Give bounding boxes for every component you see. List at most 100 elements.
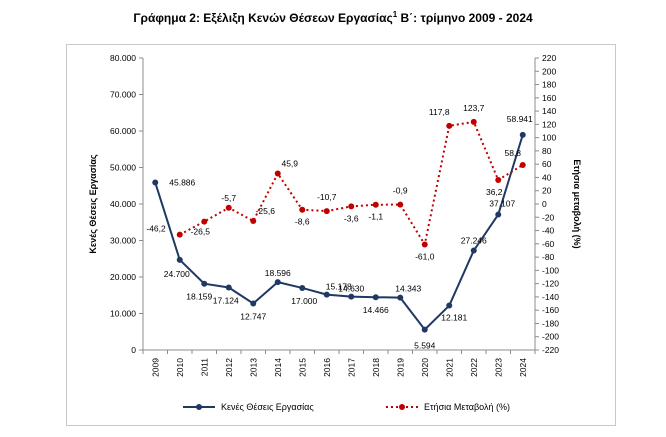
right-tick-label: -120 <box>542 279 559 289</box>
data-label-annual-change: -61,0 <box>415 251 435 261</box>
right-tick-label: 80 <box>542 146 552 156</box>
data-point-vacancies <box>299 284 306 291</box>
data-label-vacancies: 17.000 <box>291 296 317 306</box>
left-tick-label: 0 <box>131 345 136 355</box>
x-tick-label: 2015 <box>297 358 307 377</box>
right-tick-label: 60 <box>542 159 552 169</box>
data-point-annual-change <box>176 231 183 238</box>
right-tick-label: -40 <box>542 226 555 236</box>
data-label-vacancies: 18.596 <box>265 268 291 278</box>
x-tick-label: 2024 <box>518 358 528 377</box>
data-point-vacancies <box>323 291 330 298</box>
x-tick-label: 2016 <box>322 358 332 377</box>
data-point-annual-change <box>225 204 232 211</box>
left-tick-label: 10.000 <box>110 309 136 319</box>
right-tick-label: -220 <box>542 345 559 355</box>
x-tick-label: 2011 <box>199 358 209 377</box>
x-tick-label: 2018 <box>371 358 381 377</box>
data-point-annual-change <box>299 206 306 213</box>
right-tick-label: 140 <box>542 106 556 116</box>
data-point-vacancies <box>250 300 257 307</box>
right-tick-label: 180 <box>542 80 556 90</box>
data-point-annual-change <box>519 161 526 168</box>
chart-title-superscript: 1 <box>392 10 398 19</box>
right-tick-label: 40 <box>542 172 552 182</box>
data-point-vacancies <box>348 293 355 300</box>
chart-title-rest: Β΄: τρίμηνο 2009 - 2024 <box>397 11 533 25</box>
data-point-annual-change <box>323 208 330 215</box>
data-point-vacancies <box>372 294 379 301</box>
right-tick-label: -160 <box>542 305 559 315</box>
data-label-vacancies: 37.107 <box>489 199 515 209</box>
data-point-vacancies <box>495 211 502 218</box>
data-point-vacancies <box>519 131 526 138</box>
left-tick-label: 30.000 <box>110 236 136 246</box>
data-point-annual-change <box>421 241 428 248</box>
x-tick-label: 2009 <box>150 358 160 377</box>
data-point-vacancies <box>397 294 404 301</box>
data-label-annual-change: -25,6 <box>256 206 276 216</box>
x-tick-label: 2020 <box>420 358 430 377</box>
data-label-annual-change: -26,5 <box>191 227 211 237</box>
data-label-annual-change: -46,2 <box>146 224 166 234</box>
data-label-vacancies: 14.343 <box>395 284 421 294</box>
data-point-vacancies <box>274 279 281 286</box>
right-tick-label: -20 <box>542 212 555 222</box>
data-label-vacancies: 27.246 <box>461 236 487 246</box>
data-label-annual-change: -8,6 <box>295 217 310 227</box>
y-left-axis-title: Κενές Θέσεις Εργασίας <box>88 154 98 253</box>
x-tick-label: 2019 <box>395 358 405 377</box>
data-label-vacancies: 12.181 <box>441 313 467 323</box>
x-tick-label: 2014 <box>273 358 283 377</box>
series-line-annual-change <box>179 120 524 248</box>
data-point-annual-change <box>274 170 281 177</box>
data-label-annual-change: 58,8 <box>504 148 521 158</box>
left-tick-label: 20.000 <box>110 272 136 282</box>
data-label-vacancies: 12.747 <box>240 311 266 321</box>
chart-title-main: Γράφημα 2: Εξέλιξη Κενών Θέσεων Εργασίας <box>133 11 393 25</box>
data-label-annual-change: -5,7 <box>221 193 236 203</box>
right-tick-label: -200 <box>542 332 559 342</box>
right-tick-label: -140 <box>542 292 559 302</box>
data-point-annual-change <box>372 201 379 208</box>
left-tick-label: 80.000 <box>110 53 136 63</box>
data-point-vacancies <box>152 179 159 186</box>
x-tick-label: 2023 <box>493 358 503 377</box>
data-label-vacancies: 17.124 <box>213 295 239 305</box>
data-label-vacancies: 24.700 <box>164 269 190 279</box>
right-tick-label: -100 <box>542 265 559 275</box>
data-label-vacancies: 15.178 <box>326 282 352 292</box>
data-point-vacancies <box>225 284 232 291</box>
data-label-annual-change: 45,9 <box>281 159 298 169</box>
right-tick-label: 0 <box>542 199 547 209</box>
right-tick-label: 20 <box>542 186 552 196</box>
data-label-vacancies: 18.159 <box>186 292 212 302</box>
data-point-annual-change <box>470 118 477 125</box>
data-point-annual-change <box>397 201 404 208</box>
right-tick-label: 160 <box>542 93 556 103</box>
left-tick-label: 60.000 <box>110 126 136 136</box>
x-tick-label: 2017 <box>346 358 356 377</box>
right-tick-label: 200 <box>542 66 556 76</box>
legend-marker-annual-change <box>399 404 405 410</box>
data-label-annual-change: -0,9 <box>393 186 408 196</box>
right-tick-label: 120 <box>542 119 556 129</box>
data-point-vacancies <box>421 326 428 333</box>
data-point-annual-change <box>250 217 257 224</box>
right-tick-label: -180 <box>542 318 559 328</box>
data-point-vacancies <box>470 247 477 254</box>
right-tick-label: -60 <box>542 239 555 249</box>
x-tick-label: 2010 <box>175 358 185 377</box>
data-label-annual-change: -1,1 <box>368 212 383 222</box>
x-tick-label: 2021 <box>444 358 454 377</box>
data-point-vacancies <box>176 256 183 263</box>
chart-frame <box>66 44 616 426</box>
legend-label-annual-change: Ετήσια Μεταβολή (%) <box>424 402 510 412</box>
chart-title: Γράφημα 2: Εξέλιξη Κενών Θέσεων Εργασίας… <box>0 10 666 25</box>
left-tick-label: 70.000 <box>110 90 136 100</box>
data-label-annual-change: -10,7 <box>317 192 337 202</box>
right-tick-label: 220 <box>542 53 556 63</box>
data-point-vacancies <box>446 302 453 309</box>
data-label-annual-change: -3,6 <box>344 213 359 223</box>
series-line-vacancies <box>154 134 524 332</box>
